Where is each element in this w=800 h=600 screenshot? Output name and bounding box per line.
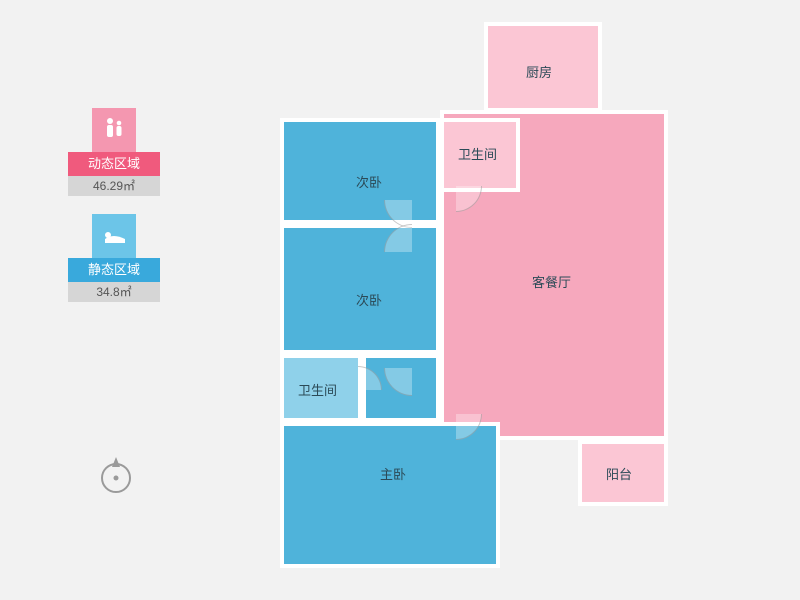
room-label-bathroom2: 卫生间 bbox=[298, 380, 337, 399]
room-master bbox=[280, 422, 500, 568]
legend-panel: 动态区域 46.29㎡ 静态区域 34.8㎡ bbox=[68, 108, 160, 320]
legend-dynamic: 动态区域 46.29㎡ bbox=[68, 108, 160, 196]
room-bedroom1 bbox=[280, 118, 440, 224]
room-bedroom2 bbox=[280, 224, 440, 354]
legend-static-value: 34.8㎡ bbox=[68, 282, 160, 302]
room-label-bedroom1: 次卧 bbox=[356, 172, 382, 191]
room-label-master: 主卧 bbox=[380, 464, 406, 483]
compass-icon bbox=[95, 455, 137, 502]
legend-static: 静态区域 34.8㎡ bbox=[68, 214, 160, 302]
room-label-living: 客餐厅 bbox=[532, 272, 571, 291]
legend-dynamic-value: 46.29㎡ bbox=[68, 176, 160, 196]
people-icon bbox=[92, 108, 136, 152]
room-label-bathroom1: 卫生间 bbox=[458, 144, 497, 163]
floorplan: 厨房卫生间客餐厅阳台次卧次卧卫生间主卧 bbox=[280, 22, 712, 578]
room-label-bedroom2: 次卧 bbox=[356, 290, 382, 309]
room-label-kitchen: 厨房 bbox=[526, 62, 552, 81]
sleeping-icon bbox=[92, 214, 136, 258]
legend-dynamic-label: 动态区域 bbox=[68, 152, 160, 176]
room-label-balcony: 阳台 bbox=[606, 464, 632, 483]
legend-static-label: 静态区域 bbox=[68, 258, 160, 282]
